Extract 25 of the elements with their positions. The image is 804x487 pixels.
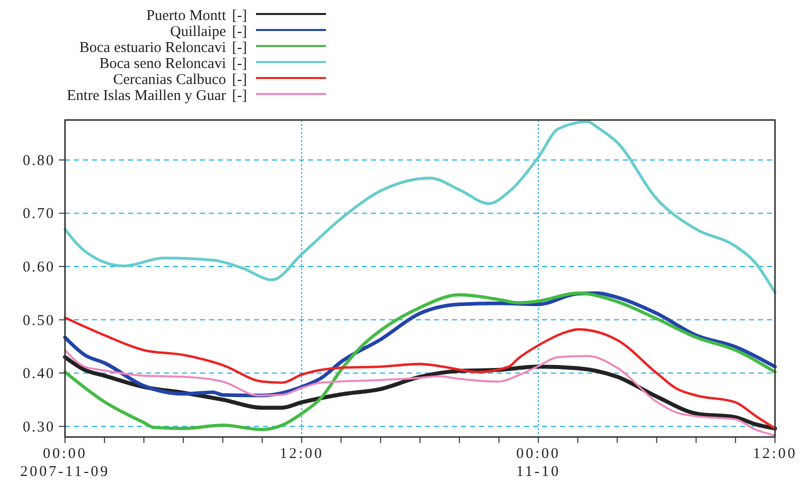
y-tick-label: 0.60 <box>22 260 55 276</box>
y-axis-title: [-] <box>232 88 247 104</box>
text: [-] <box>232 8 247 24</box>
y-tick-label: 0.40 <box>22 366 55 382</box>
line-series <box>64 120 776 294</box>
legend-label: Boca seno Reloncavi <box>99 56 226 72</box>
legend-label: Cercanias Calbuco <box>113 72 226 88</box>
legend-label: Boca estuario Reloncavi <box>79 40 226 56</box>
legend-label: Puerto Montt <box>146 8 227 24</box>
x-tick-label: 00:00 11-10 <box>516 446 561 480</box>
legend-label: Quillaipe <box>170 24 226 40</box>
text: [-] <box>232 24 247 40</box>
line-series <box>63 292 777 432</box>
y-tick-label: 0.70 <box>22 206 55 222</box>
y-tick-label: 0.50 <box>22 312 55 329</box>
text: [-] <box>232 56 247 72</box>
x-tick-label: 12:00 <box>752 446 798 462</box>
x-tick-label: 00:00 2007-11-09 <box>20 446 110 480</box>
text: [-] <box>232 72 247 88</box>
x-tick-label: 12:00 <box>280 446 324 462</box>
y-tick-label: 0.30 <box>22 419 55 436</box>
legend-label: Entre Islas Maillen y Guar <box>66 88 226 104</box>
line-series <box>64 316 776 430</box>
text: [-] <box>232 40 247 56</box>
y-tick-label: 0.80 <box>22 152 55 169</box>
